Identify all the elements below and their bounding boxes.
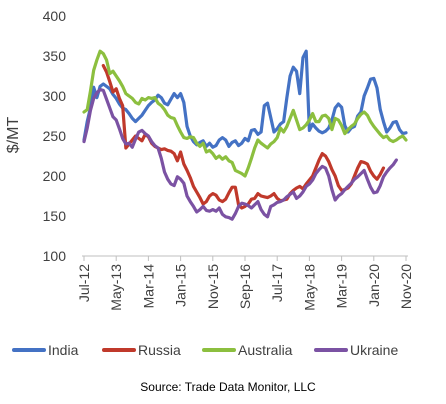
x-tick-label: Nov-20 [398, 264, 414, 309]
series-line-russia [101, 63, 386, 210]
x-tick-label: Nov-15 [205, 264, 221, 309]
x-tick-label: Jul-12 [76, 264, 92, 302]
x-tick-label: May-13 [108, 264, 124, 311]
y-tick-label: 300 [43, 88, 67, 104]
x-tick-label: Jan-15 [173, 264, 189, 307]
x-tick-label: Mar-14 [140, 264, 156, 309]
x-axis-ticks: Jul-12 May-13 Mar-14 Jan-15 Nov-15 Sep-16 Jul-… [76, 256, 414, 311]
source-note: Source: Trade Data Monitor, LLC [140, 380, 316, 394]
x-tick-label: Jul-17 [269, 264, 285, 302]
y-axis-label: $/MT [5, 117, 22, 154]
series-lines [82, 49, 408, 221]
y-tick-label: 250 [43, 128, 67, 144]
x-tick-label: Mar-19 [334, 264, 350, 309]
y-tick-label: 350 [43, 48, 67, 64]
legend: India Russia Australia Ukraine [12, 342, 398, 358]
x-tick-label: Sep-16 [237, 264, 253, 309]
legend-label-ukraine: Ukraine [350, 342, 398, 358]
y-tick-label: 150 [43, 208, 67, 224]
series-line-ukraine [82, 87, 398, 221]
legend-label-australia: Australia [238, 342, 293, 358]
x-tick-label: May-18 [301, 264, 317, 311]
y-tick-label: 100 [43, 248, 67, 264]
y-tick-label: 400 [43, 8, 67, 24]
legend-label-russia: Russia [138, 342, 181, 358]
y-axis-ticks: 100 150 200 250 300 350 400 [43, 8, 67, 264]
y-tick-label: 200 [43, 168, 67, 184]
legend-label-india: India [48, 342, 79, 358]
x-tick-label: Jan-20 [366, 264, 382, 307]
series-line-australia [82, 49, 408, 178]
